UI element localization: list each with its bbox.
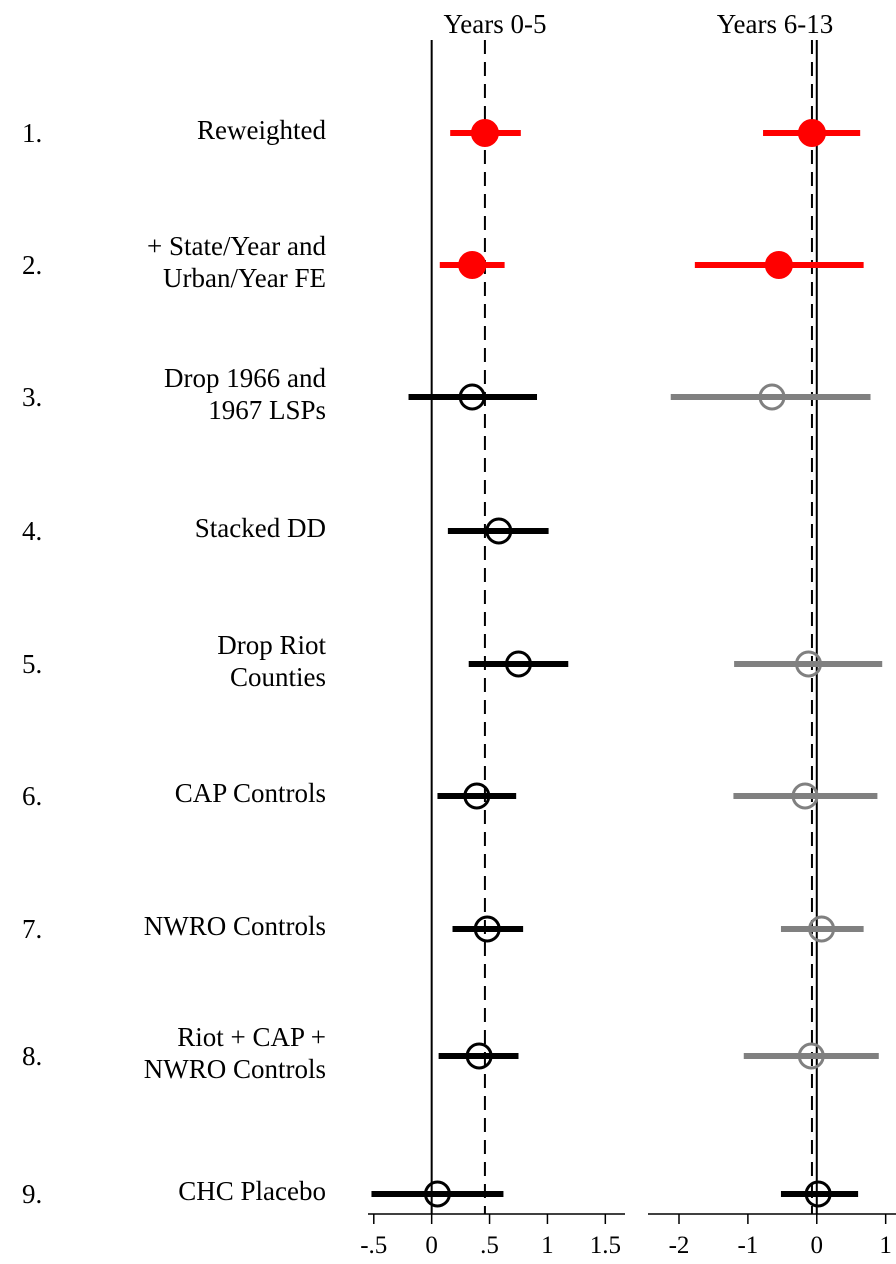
point-estimate: [463, 782, 491, 810]
point-estimate: [804, 1180, 832, 1208]
row-label: NWRO Controls: [143, 1054, 326, 1084]
x-tick-label: 1: [541, 1232, 554, 1259]
row-label: NWRO Controls: [143, 911, 326, 941]
panel-title-years-6-13: Years 6-13: [716, 9, 834, 39]
row-label: Counties: [229, 662, 326, 692]
point-estimate: [808, 915, 836, 943]
row-label: Riot + CAP +: [177, 1022, 326, 1052]
x-tick-label: -1: [737, 1232, 758, 1259]
row-label: CHC Placebo: [178, 1176, 326, 1206]
point-estimate: [485, 517, 513, 545]
point-estimate: [764, 251, 793, 279]
x-tick-label: -.5: [360, 1232, 387, 1259]
row-number: 4.: [22, 516, 43, 546]
row-label: Drop Riot: [217, 630, 326, 660]
row-label: Reweighted: [197, 115, 326, 145]
point-estimate: [758, 383, 786, 411]
row-number: 1.: [22, 118, 43, 148]
point-estimate: [423, 1180, 451, 1208]
row-label: Drop 1966 and: [164, 363, 326, 393]
point-estimate: [458, 251, 487, 279]
row-label: Urban/Year FE: [163, 263, 326, 293]
row-label: Stacked DD: [194, 513, 326, 543]
point-estimate: [797, 1042, 825, 1070]
x-tick-label: .5: [480, 1232, 499, 1259]
point-estimate: [791, 782, 819, 810]
row-number: 2.: [22, 250, 43, 280]
point-estimate: [797, 119, 826, 147]
row-number: 6.: [22, 781, 43, 811]
row-number: 8.: [22, 1041, 43, 1071]
row-number: 9.: [22, 1179, 43, 1209]
row-label: CAP Controls: [174, 778, 326, 808]
row-number: 5.: [22, 649, 43, 679]
x-tick-label: 0: [811, 1232, 824, 1259]
row-label: + State/Year and: [147, 231, 326, 261]
point-estimate: [504, 650, 532, 678]
point-estimate: [465, 1042, 493, 1070]
row-number: 7.: [22, 914, 43, 944]
x-tick-label: -2: [669, 1232, 690, 1259]
point-estimate: [795, 650, 823, 678]
x-tick-label: 0: [425, 1232, 438, 1259]
point-estimate: [458, 383, 486, 411]
panel-title-years-0-5: Years 0-5: [443, 9, 547, 39]
row-label: 1967 LSPs: [208, 395, 326, 425]
x-tick-label: 1.5: [590, 1232, 621, 1259]
x-tick-label: 1: [879, 1232, 892, 1259]
point-estimate: [470, 119, 499, 147]
row-number: 3.: [22, 382, 43, 412]
point-estimate: [473, 915, 501, 943]
